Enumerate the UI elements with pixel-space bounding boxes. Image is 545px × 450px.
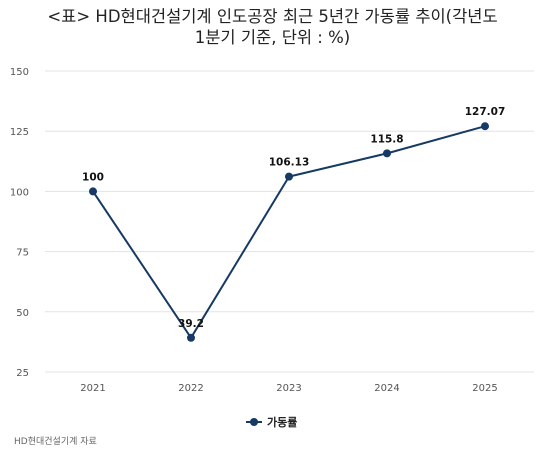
series-utilization: 100 39.2 106.13 115.8 127.07: [82, 106, 505, 342]
data-point-2025: [481, 122, 489, 131]
data-point-2023: [285, 172, 293, 181]
data-point-2022: [187, 333, 195, 342]
y-tick-label-25: 25: [16, 368, 29, 379]
legend: 가동률: [246, 415, 297, 429]
y-tick-label-75: 75: [16, 248, 29, 259]
legend-marker: [250, 418, 258, 426]
data-label-2023: 106.13: [269, 157, 310, 169]
data-label-2024: 115.8: [370, 133, 403, 145]
gridlines: [45, 70, 534, 373]
legend-label-utilization: 가동률: [267, 415, 297, 429]
y-tick-label-125: 125: [10, 127, 29, 138]
chart-title: <표> HD현대건설기계 인도공장 최근 5년간 가동률 추이(각년도 1분기 …: [0, 6, 545, 48]
x-tick-label-2025: 2025: [472, 383, 497, 394]
data-point-2021: [89, 187, 97, 196]
source-note: HD현대건설기계 자료: [14, 437, 97, 447]
y-tick-label-50: 50: [16, 308, 29, 319]
chart-title-line-1: <표> HD현대건설기계 인도공장 최근 5년간 가동률 추이(각년도: [47, 7, 498, 26]
y-tick-label-150: 150: [10, 67, 29, 78]
data-label-2025: 127.07: [465, 106, 506, 118]
x-tick-label-2024: 2024: [374, 383, 399, 394]
chart-title-line-2: 1분기 기준, 단위 : %): [194, 28, 351, 47]
x-tick-label-2023: 2023: [276, 383, 301, 394]
data-label-2021: 100: [82, 171, 104, 183]
x-axis-ticks: 2021 2022 2023 2024 2025: [80, 383, 497, 394]
x-tick-label-2022: 2022: [178, 383, 203, 394]
y-axis-ticks: 25 50 75 100 125 150: [10, 67, 29, 379]
data-point-2024: [383, 149, 391, 158]
y-tick-label-100: 100: [10, 187, 29, 198]
data-label-2022: 39.2: [178, 318, 204, 330]
x-tick-label-2021: 2021: [80, 383, 105, 394]
